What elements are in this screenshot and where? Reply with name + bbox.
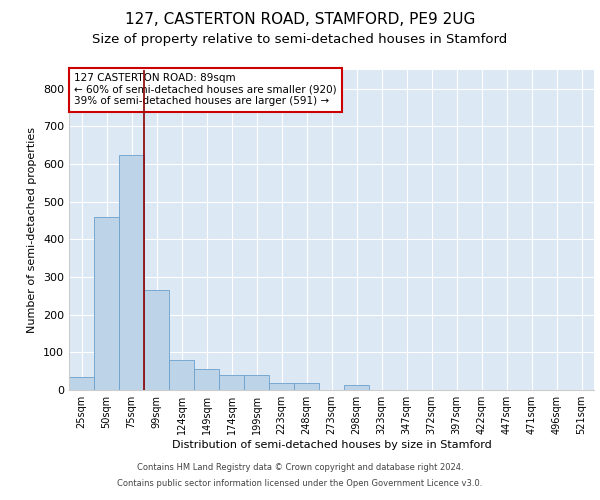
Bar bbox=[244, 375, 269, 390]
Y-axis label: Number of semi-detached properties: Number of semi-detached properties bbox=[28, 127, 37, 333]
Bar bbox=[219, 375, 244, 390]
Text: Size of property relative to semi-detached houses in Stamford: Size of property relative to semi-detach… bbox=[92, 32, 508, 46]
Text: Contains public sector information licensed under the Open Government Licence v3: Contains public sector information licen… bbox=[118, 478, 482, 488]
Bar bbox=[94, 217, 119, 390]
Text: 127, CASTERTON ROAD, STAMFORD, PE9 2UG: 127, CASTERTON ROAD, STAMFORD, PE9 2UG bbox=[125, 12, 475, 28]
Bar bbox=[269, 383, 294, 390]
Bar bbox=[344, 386, 369, 390]
Bar bbox=[169, 360, 194, 390]
X-axis label: Distribution of semi-detached houses by size in Stamford: Distribution of semi-detached houses by … bbox=[172, 440, 491, 450]
Text: Contains HM Land Registry data © Crown copyright and database right 2024.: Contains HM Land Registry data © Crown c… bbox=[137, 464, 463, 472]
Bar bbox=[69, 377, 94, 390]
Bar bbox=[144, 290, 169, 390]
Text: 127 CASTERTON ROAD: 89sqm
← 60% of semi-detached houses are smaller (920)
39% of: 127 CASTERTON ROAD: 89sqm ← 60% of semi-… bbox=[74, 73, 337, 106]
Bar bbox=[119, 154, 144, 390]
Bar bbox=[194, 370, 219, 390]
Bar bbox=[294, 383, 319, 390]
